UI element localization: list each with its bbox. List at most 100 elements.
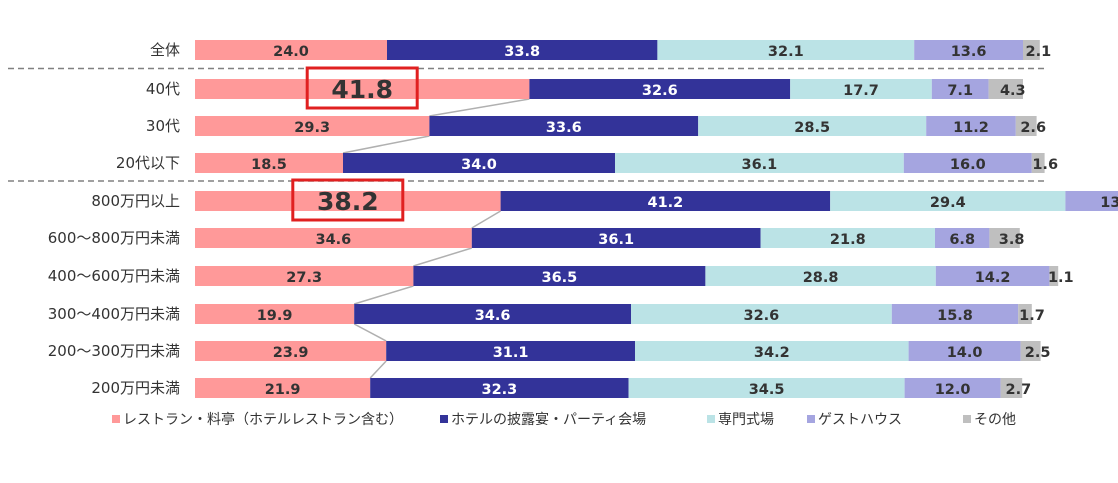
bar-segment: [195, 228, 472, 248]
bar-segment: [914, 40, 1023, 60]
legend-label: レストラン・料亭（ホテルレストラン含む）: [123, 411, 403, 428]
legend-swatch: [112, 415, 120, 423]
bar-segment: [1031, 153, 1045, 173]
category-label: 全体: [150, 41, 180, 59]
bar-segment: [635, 341, 909, 361]
value-label: 28.8: [803, 270, 839, 286]
bar-segment: [1020, 341, 1041, 361]
bar-segment: [354, 304, 631, 324]
value-label: 19.9: [257, 308, 293, 324]
category-label: 40代: [146, 80, 180, 98]
legend-swatch: [707, 415, 715, 423]
value-label: 34.6: [316, 232, 352, 248]
connector-line: [429, 98, 530, 117]
bar-segment: [195, 153, 343, 173]
value-label: 32.1: [768, 44, 804, 60]
legend-swatch: [963, 415, 971, 423]
value-labels: 24.0 33.8 32.1 13.6 2.1 41.8 32.6 17.7 7.1 4.3 29.…: [251, 44, 1118, 398]
value-label: 33.8: [504, 44, 540, 60]
value-label: 28.5: [794, 120, 830, 136]
legend-swatch: [807, 415, 815, 423]
bar-segment: [529, 79, 791, 99]
bar-segment: [500, 191, 831, 211]
bar-segment: [904, 378, 1001, 398]
connector-line: [353, 323, 387, 342]
value-label: 21.9: [265, 382, 301, 398]
legend-swatch: [440, 415, 448, 423]
value-label: 36.1: [598, 232, 634, 248]
bar-segment: [195, 266, 414, 286]
bar-segment: [1015, 116, 1037, 136]
category-label: 300～400万円未満: [48, 305, 180, 323]
bar-segment: [790, 79, 932, 99]
value-label: 13.2: [1100, 195, 1118, 211]
value-label: 1.7: [1019, 308, 1045, 324]
value-label: 2.7: [1006, 382, 1032, 398]
value-label: 15.8: [937, 308, 973, 324]
bar-segment: [926, 116, 1016, 136]
bars-group: [195, 40, 1118, 398]
bar-segment: [903, 153, 1032, 173]
category-label: 600～800万円未満: [48, 229, 180, 247]
bar-segment: [931, 79, 989, 99]
bar-segment: [615, 153, 904, 173]
legend-label: ホテルの披露宴・パーティ会場: [451, 411, 646, 428]
category-label: 200～300万円未満: [48, 342, 180, 360]
value-label: 41.2: [648, 195, 684, 211]
value-label: 14.2: [975, 270, 1011, 286]
value-label: 17.7: [843, 83, 879, 99]
value-label: 2.1: [1026, 44, 1052, 60]
value-label: 2.6: [1020, 120, 1046, 136]
value-label: 1.6: [1032, 157, 1058, 173]
bar-segment: [387, 40, 658, 60]
connector-line: [342, 135, 430, 154]
value-label: 33.6: [546, 120, 582, 136]
value-label: 32.6: [642, 83, 678, 99]
value-label: 32.6: [744, 308, 780, 324]
bar-segment: [386, 341, 635, 361]
highlight-box: [305, 66, 419, 110]
bar-segment: [698, 116, 927, 136]
category-label: 200万円未満: [91, 379, 180, 397]
value-label: 13.6: [951, 44, 987, 60]
value-label: 34.5: [749, 382, 785, 398]
bar-segment: [195, 304, 355, 324]
bar-segment: [370, 378, 629, 398]
legend-label: 専門式場: [718, 412, 774, 428]
highlight-value-label: 41.8: [331, 75, 393, 104]
bar-segment: [1049, 266, 1059, 286]
value-label: 24.0: [273, 44, 309, 60]
value-label: 18.5: [251, 157, 287, 173]
bar-segment: [657, 40, 915, 60]
category-labels: 全体 40代 30代 20代以下 800万円以上 600～800万円未満 400～600万円…: [48, 41, 180, 397]
value-label: 1.1: [1048, 270, 1074, 286]
value-label: 34.0: [461, 157, 497, 173]
bar-segment: [891, 304, 1019, 324]
connector-line: [471, 210, 501, 229]
category-label: 20代以下: [116, 154, 180, 172]
legend-label: その他: [974, 412, 1016, 428]
bar-segment: [195, 40, 387, 60]
value-label: 32.3: [482, 382, 518, 398]
value-label: 12.0: [935, 382, 971, 398]
bar-segment: [195, 79, 530, 99]
bar-segment: [429, 116, 699, 136]
connector-line: [369, 360, 387, 379]
bar-segment: [471, 228, 761, 248]
bar-segment: [631, 304, 892, 324]
category-label: 400～600万円未満: [48, 267, 180, 285]
value-label: 29.4: [930, 195, 966, 211]
value-label: 4.3: [1000, 83, 1026, 99]
value-label: 36.5: [542, 270, 578, 286]
bar-segment: [195, 341, 387, 361]
value-label: 21.8: [830, 232, 866, 248]
legend: レストラン・料亭（ホテルレストラン含む） ホテルの披露宴・パーティ会場 専門式場 ゲス…: [112, 411, 1016, 428]
bar-segment: [935, 266, 1050, 286]
highlight-value-label: 38.2: [317, 187, 379, 216]
bar-segment: [988, 79, 1023, 99]
bar-segment: [195, 378, 371, 398]
value-label: 3.8: [999, 232, 1025, 248]
value-label: 29.3: [294, 120, 330, 136]
value-label: 36.1: [742, 157, 778, 173]
